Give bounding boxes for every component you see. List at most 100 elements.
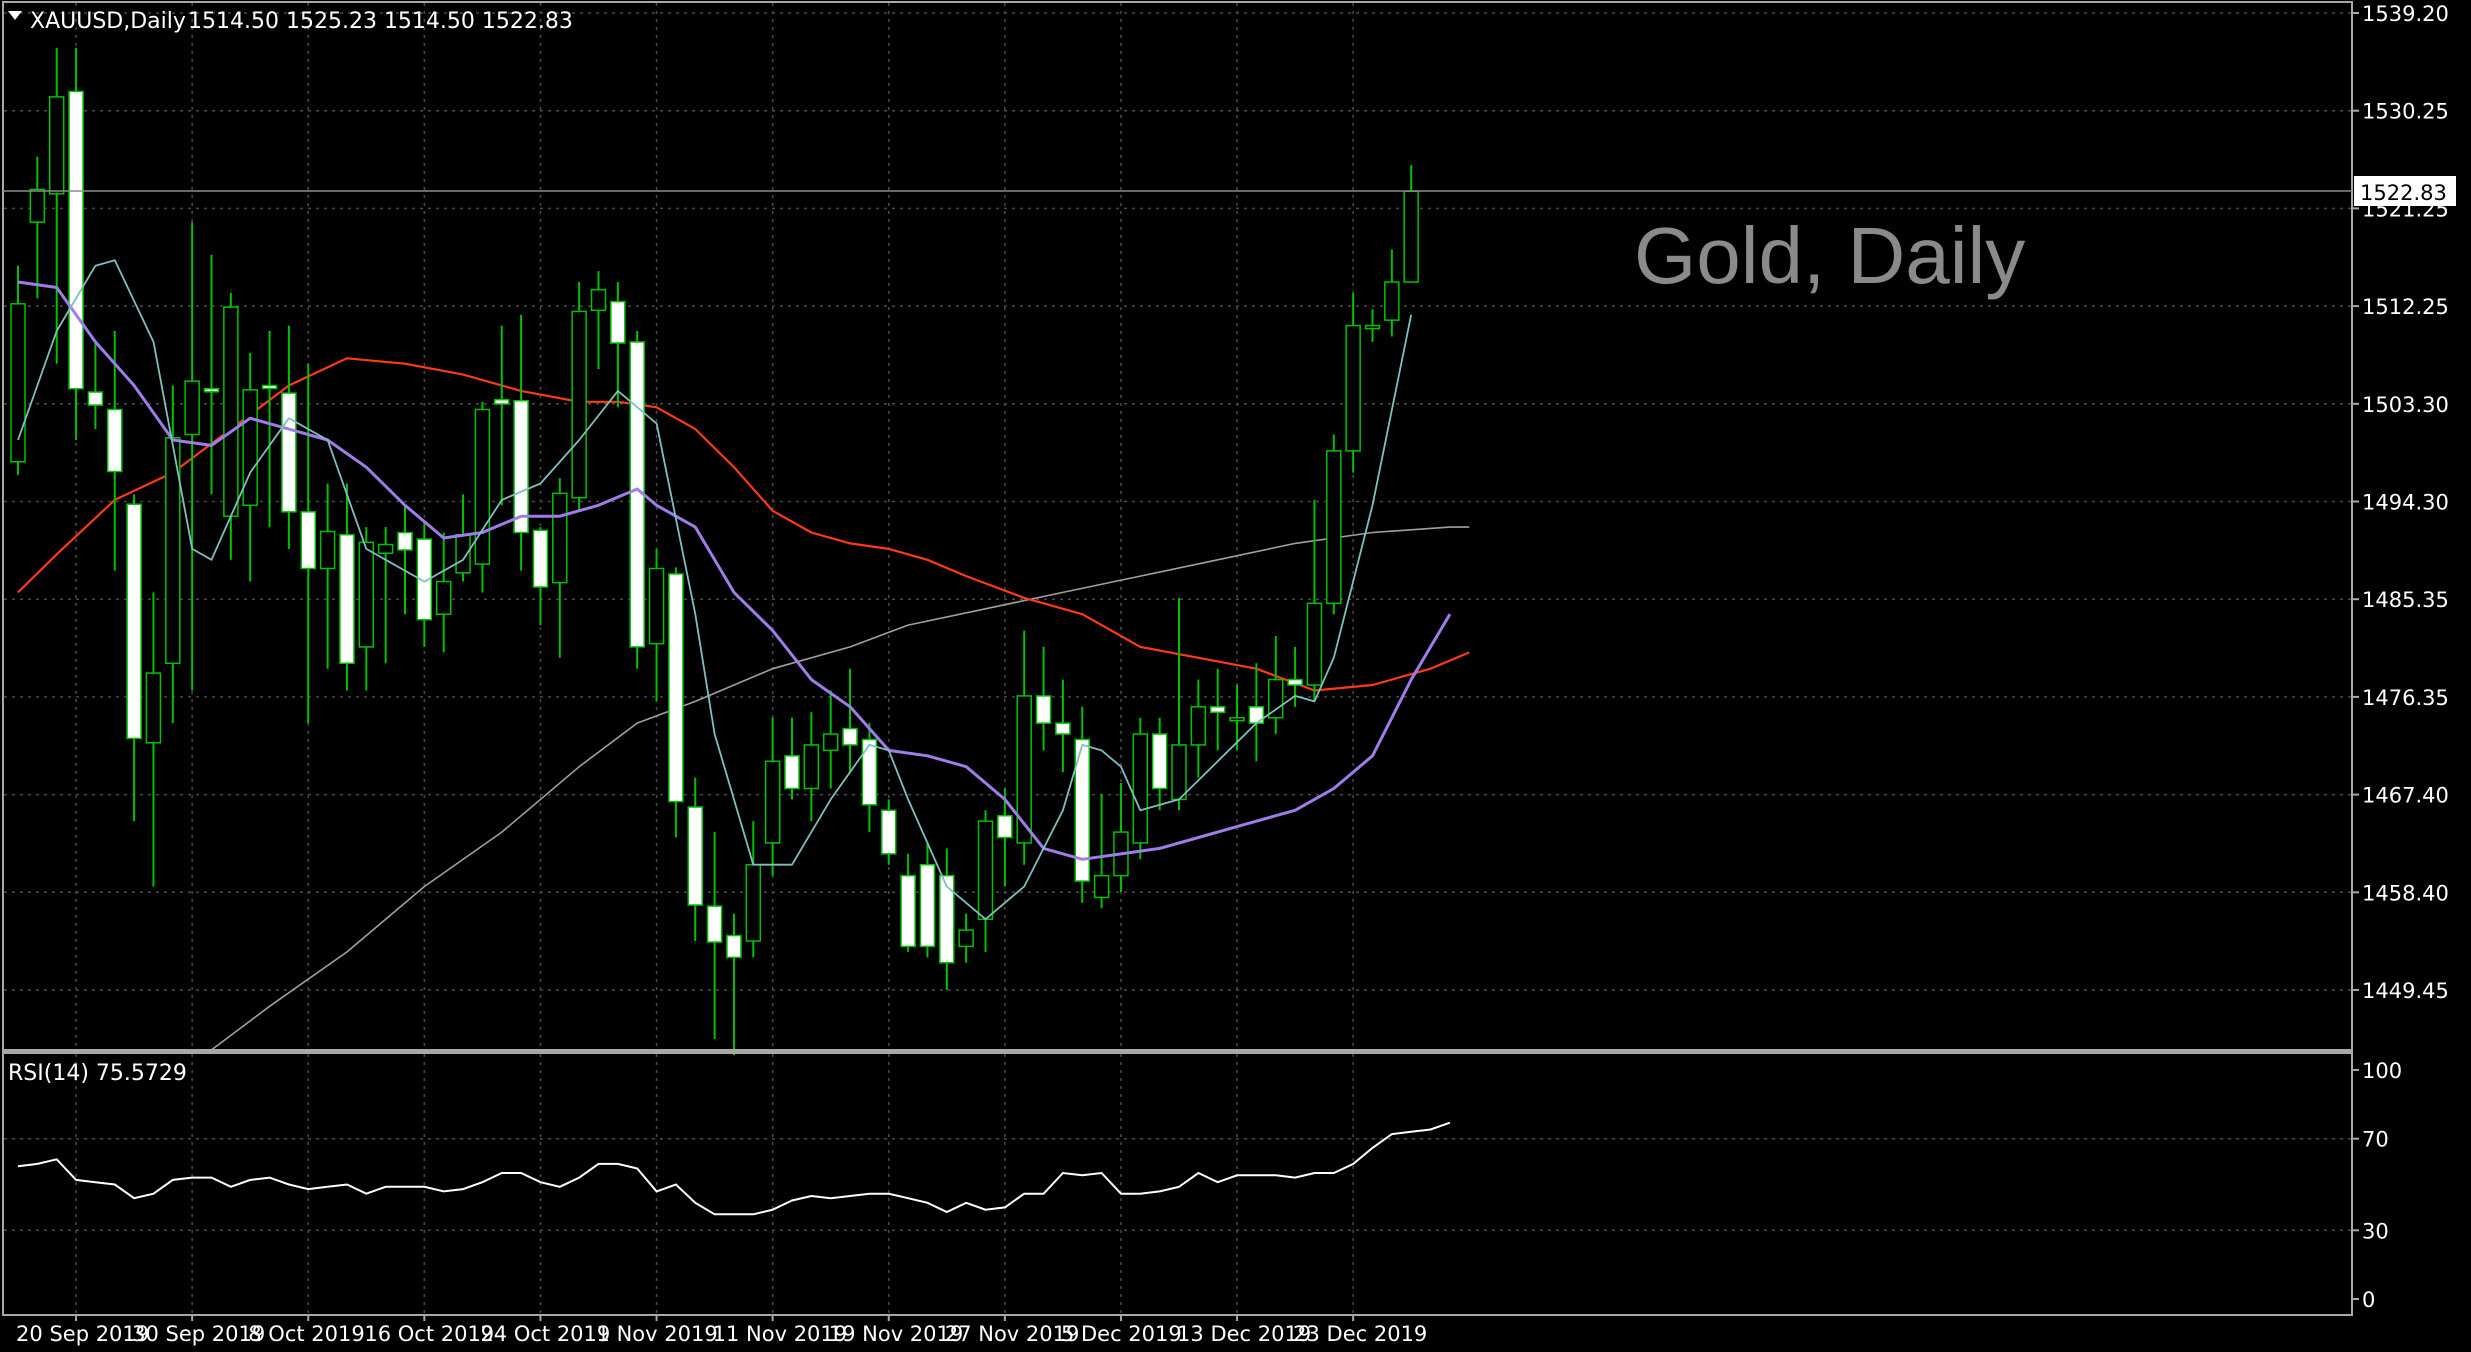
candle-body bbox=[494, 398, 510, 405]
candle-body bbox=[784, 755, 800, 790]
candle bbox=[668, 567, 684, 838]
candle bbox=[223, 292, 239, 560]
time-tick-label: 24 Oct 2019 bbox=[480, 1322, 610, 1346]
candle-body bbox=[242, 389, 258, 507]
candle-body bbox=[706, 905, 723, 943]
rsi-indicator-label: RSI(14) 75.5729 bbox=[8, 1061, 187, 1086]
main-pane-frame bbox=[2, 1, 2353, 1052]
candle-body bbox=[377, 543, 394, 554]
candle bbox=[1268, 636, 1284, 735]
candle-body bbox=[184, 380, 200, 436]
candle bbox=[494, 325, 510, 506]
candle-body bbox=[822, 733, 839, 752]
candle-body bbox=[1132, 733, 1149, 844]
candle bbox=[997, 788, 1013, 887]
dropdown-triangle-icon[interactable] bbox=[8, 11, 22, 20]
candle-body bbox=[68, 90, 84, 390]
candle bbox=[764, 717, 781, 876]
moving-average-fast bbox=[17, 259, 1413, 921]
candle-body bbox=[126, 503, 142, 740]
candle-body bbox=[29, 188, 46, 223]
candle bbox=[1151, 717, 1168, 811]
candle-body bbox=[861, 738, 878, 806]
candle-body bbox=[513, 400, 529, 534]
rsi-axis: 100 70 30 0 bbox=[2352, 1059, 2402, 1312]
candle bbox=[939, 848, 955, 990]
time-tick-label: 27 Nov 2019 bbox=[945, 1322, 1080, 1346]
candle bbox=[435, 532, 452, 653]
candle-body bbox=[358, 541, 375, 648]
price-tick-label: 1503.30 bbox=[2362, 393, 2449, 417]
candle bbox=[300, 363, 316, 724]
moving-average-slow bbox=[17, 357, 1470, 692]
candle bbox=[1364, 309, 1381, 342]
candle bbox=[377, 527, 394, 664]
candle-body bbox=[203, 388, 220, 393]
candle bbox=[1306, 499, 1323, 702]
candle-body bbox=[1345, 324, 1361, 452]
candle-body bbox=[1403, 190, 1419, 283]
candle bbox=[1035, 646, 1052, 751]
candle bbox=[281, 325, 297, 549]
candle bbox=[822, 690, 839, 789]
candle-body bbox=[281, 392, 297, 513]
candle-body bbox=[145, 672, 162, 744]
candle bbox=[958, 913, 974, 963]
candle bbox=[358, 527, 375, 691]
current-price-marker bbox=[2354, 176, 2456, 206]
candle-body bbox=[1384, 281, 1400, 321]
candle bbox=[590, 271, 607, 370]
candle-body bbox=[745, 863, 762, 942]
candle-body bbox=[939, 874, 955, 964]
candle-body bbox=[571, 310, 587, 499]
current-price-label: 1522.83 bbox=[2360, 181, 2447, 205]
price-tick-label: 1485.35 bbox=[2362, 588, 2449, 612]
candle-body bbox=[1074, 738, 1090, 882]
candle-body bbox=[997, 814, 1013, 839]
price-tick-label: 1512.25 bbox=[2362, 295, 2449, 319]
price-tick-label: 1449.45 bbox=[2362, 979, 2449, 1003]
time-tick-label: 23 Dec 2019 bbox=[1293, 1322, 1427, 1346]
candle bbox=[10, 265, 26, 475]
rsi-line bbox=[17, 1121, 1451, 1216]
candle bbox=[1093, 793, 1110, 909]
time-tick-label: 20 Sep 2019 bbox=[16, 1322, 149, 1346]
candle-body bbox=[223, 306, 239, 517]
candle-body bbox=[590, 288, 607, 312]
rsi-tick-label: 30 bbox=[2362, 1219, 2389, 1243]
candle-body bbox=[687, 806, 703, 906]
candle bbox=[1055, 679, 1071, 773]
candle-body bbox=[842, 727, 858, 746]
candle-body bbox=[977, 820, 994, 920]
price-tick-label: 1458.40 bbox=[2362, 881, 2449, 905]
candle bbox=[1384, 249, 1400, 337]
candle bbox=[745, 821, 762, 958]
price-tick-label: 1530.25 bbox=[2362, 100, 2449, 124]
candles bbox=[10, 47, 1419, 1056]
candle bbox=[687, 777, 703, 941]
candle bbox=[184, 222, 200, 691]
candle-body bbox=[1190, 706, 1207, 746]
candle-body bbox=[87, 391, 104, 406]
candle-body bbox=[610, 300, 626, 344]
candle-body bbox=[339, 533, 355, 664]
candle bbox=[1229, 685, 1245, 751]
candle bbox=[319, 483, 336, 669]
price-axis: 1539.201530.251521.251512.251503.301494.… bbox=[2352, 2, 2449, 1003]
rsi-tick-label: 70 bbox=[2362, 1128, 2389, 1152]
candle-body bbox=[1016, 695, 1032, 844]
rsi-pane-frame bbox=[2, 1052, 2353, 1316]
candle bbox=[29, 156, 46, 299]
time-tick-label: 1 Nov 2019 bbox=[597, 1322, 718, 1346]
rsi-series bbox=[17, 1121, 1451, 1216]
candle bbox=[203, 254, 220, 495]
time-tick-label: 19 Nov 2019 bbox=[829, 1322, 964, 1346]
candle bbox=[571, 282, 587, 511]
candle-body bbox=[919, 863, 936, 948]
candle bbox=[126, 494, 142, 822]
candle bbox=[68, 47, 84, 440]
candle-body bbox=[1093, 874, 1110, 899]
ma-line bbox=[17, 259, 1413, 921]
candle bbox=[165, 385, 181, 724]
candle bbox=[881, 799, 897, 865]
